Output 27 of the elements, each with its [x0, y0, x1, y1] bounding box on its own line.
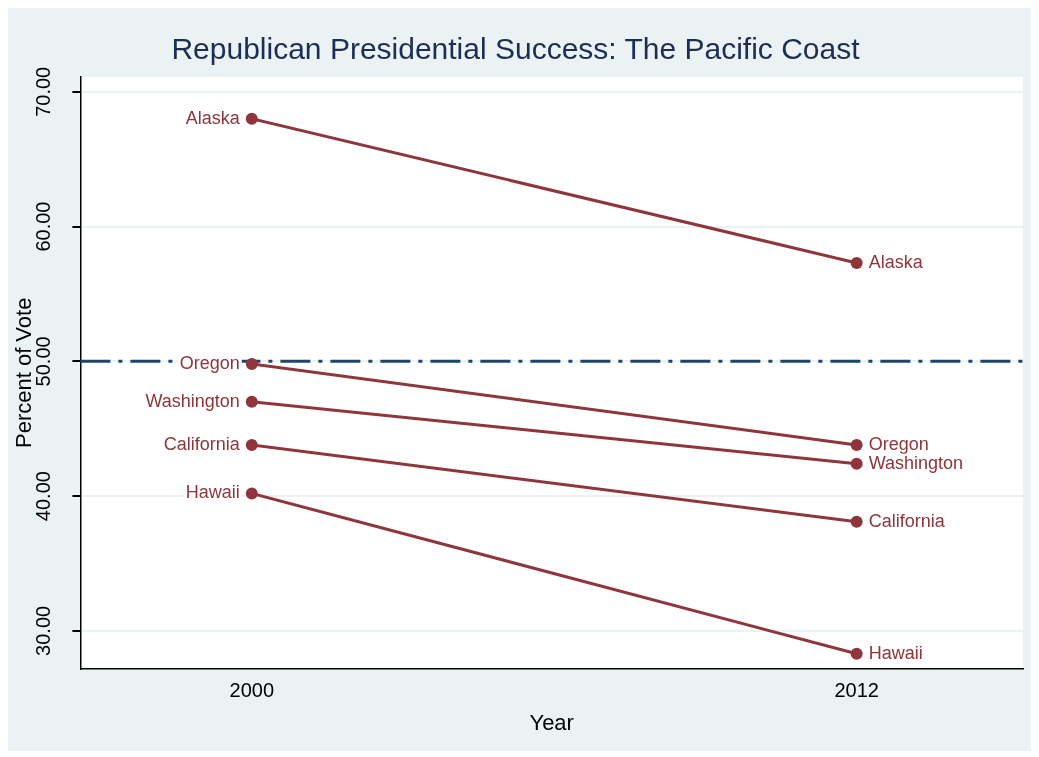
series-label: California: [868, 510, 946, 531]
text: Oregon: [179, 353, 240, 374]
series-label: Hawaii: [868, 642, 923, 663]
x-tick-label: 2012: [834, 679, 879, 702]
series-label: Oregon: [868, 433, 929, 454]
point: [245, 438, 258, 451]
y-tick-label: 70.00: [31, 66, 54, 117]
text: Washington: [145, 390, 240, 411]
point: [850, 256, 863, 269]
text: California: [163, 433, 240, 454]
point: [245, 358, 258, 371]
text: Hawaii: [185, 482, 240, 503]
y-tick-label: 30.00: [31, 605, 54, 656]
text: Alaska: [185, 107, 240, 128]
chart-title: Republican Presidential Success: The Pacific Coast: [171, 32, 861, 66]
point: [245, 112, 258, 125]
series-label: Alaska: [868, 251, 924, 272]
y-tick-label: 40.00: [31, 471, 54, 522]
point: [850, 647, 863, 660]
y-tick-label: 60.00: [31, 201, 54, 252]
point: [850, 438, 863, 451]
point: [850, 457, 863, 470]
x-tick-label: 2000: [229, 679, 275, 702]
point: [245, 395, 258, 408]
point: [850, 515, 863, 528]
point: [245, 487, 258, 500]
x-axis-title: Year: [529, 709, 574, 735]
